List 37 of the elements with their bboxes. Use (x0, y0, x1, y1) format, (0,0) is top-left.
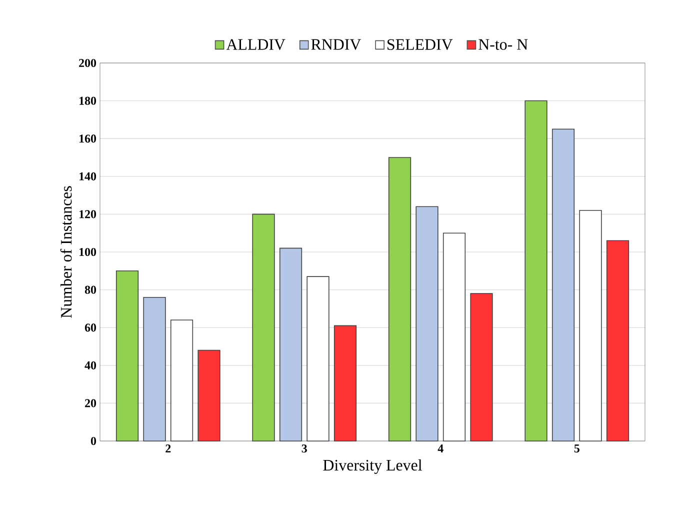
bar (252, 214, 275, 442)
x-tick-label: 3 (302, 444, 307, 453)
y-tick-label: 100 (80, 248, 96, 256)
y-tick-label: 140 (80, 172, 96, 180)
bar (388, 157, 412, 442)
bar (279, 248, 302, 442)
y-tick-label: 60 (84, 324, 96, 332)
bar (416, 206, 438, 442)
legend-label: N-to- N (478, 39, 528, 50)
x-axis-title: Diversity Level (323, 459, 422, 474)
bar (524, 100, 548, 442)
y-tick-label: 120 (80, 210, 96, 218)
y-tick-label: 0 (90, 436, 96, 446)
x-tick-label: 2 (166, 444, 171, 452)
bar (334, 325, 357, 442)
legend-label: RNDIV (311, 39, 362, 50)
x-tick-label: 4 (438, 444, 444, 452)
bar (606, 240, 630, 442)
bar (198, 350, 220, 442)
bar (306, 276, 330, 442)
y-tick-label: 180 (80, 96, 96, 105)
bar (442, 232, 466, 442)
y-tick-label: 160 (80, 134, 96, 143)
y-axis-title: Number of Instances (60, 186, 72, 318)
bar (470, 293, 493, 442)
y-tick-label: 200 (79, 58, 96, 68)
bar (116, 270, 139, 442)
bar (579, 210, 602, 442)
y-tick-label: 40 (84, 361, 96, 370)
bar (170, 320, 194, 442)
bar (552, 128, 575, 442)
legend-label: ALLDIV (226, 39, 286, 50)
x-tick-label: 5 (574, 444, 580, 452)
y-tick-label: 80 (84, 286, 96, 294)
bar (143, 296, 166, 442)
legend-label: SELEDIV (388, 39, 453, 50)
y-tick-label: 20 (85, 399, 96, 408)
